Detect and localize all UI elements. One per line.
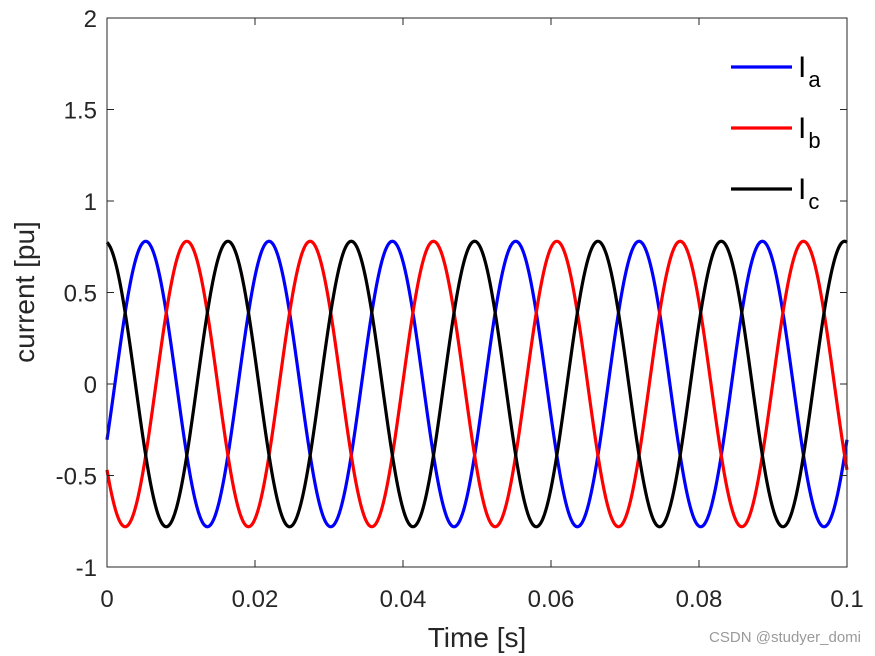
plot-frame	[106, 17, 848, 568]
series-layer	[105, 239, 849, 529]
plot-area	[107, 18, 847, 567]
y-tick-label: 0	[84, 372, 97, 399]
x-tick-label: 0.1	[830, 586, 863, 613]
legend-label-ib: Ib	[798, 112, 821, 153]
legend-label-ia: Ia	[798, 51, 821, 92]
y-axis-label: current [pu]	[9, 221, 40, 363]
y-tick-label: 2	[84, 6, 97, 33]
series-line-ib	[105, 239, 849, 529]
y-tick-label: 1	[84, 189, 97, 216]
ticks-layer: 0 0.02 0.04 0.06 0.08 0.1 -1 -0.5 0 0.5 1 1.5 2	[56, 6, 864, 613]
watermark: CSDN @studyer_domi	[709, 629, 861, 646]
legend-label-ic: Ic	[798, 173, 819, 214]
legend: Ia Ib Ic	[731, 51, 821, 214]
x-tick-label: 0.06	[528, 586, 575, 613]
y-tick-label: 0.5	[64, 281, 97, 308]
series-line-ia	[105, 239, 849, 529]
x-tick-label: 0.02	[232, 586, 279, 613]
y-tick-label: 1.5	[64, 98, 97, 125]
y-tick-label: -1	[76, 555, 97, 582]
x-tick-label: 0.08	[676, 586, 723, 613]
x-axis-label: Time [s]	[428, 622, 527, 653]
x-tick-label: 0	[100, 586, 113, 613]
series-line-ic	[105, 239, 848, 529]
y-tick-label: -0.5	[56, 464, 97, 491]
x-tick-label: 0.04	[380, 586, 427, 613]
